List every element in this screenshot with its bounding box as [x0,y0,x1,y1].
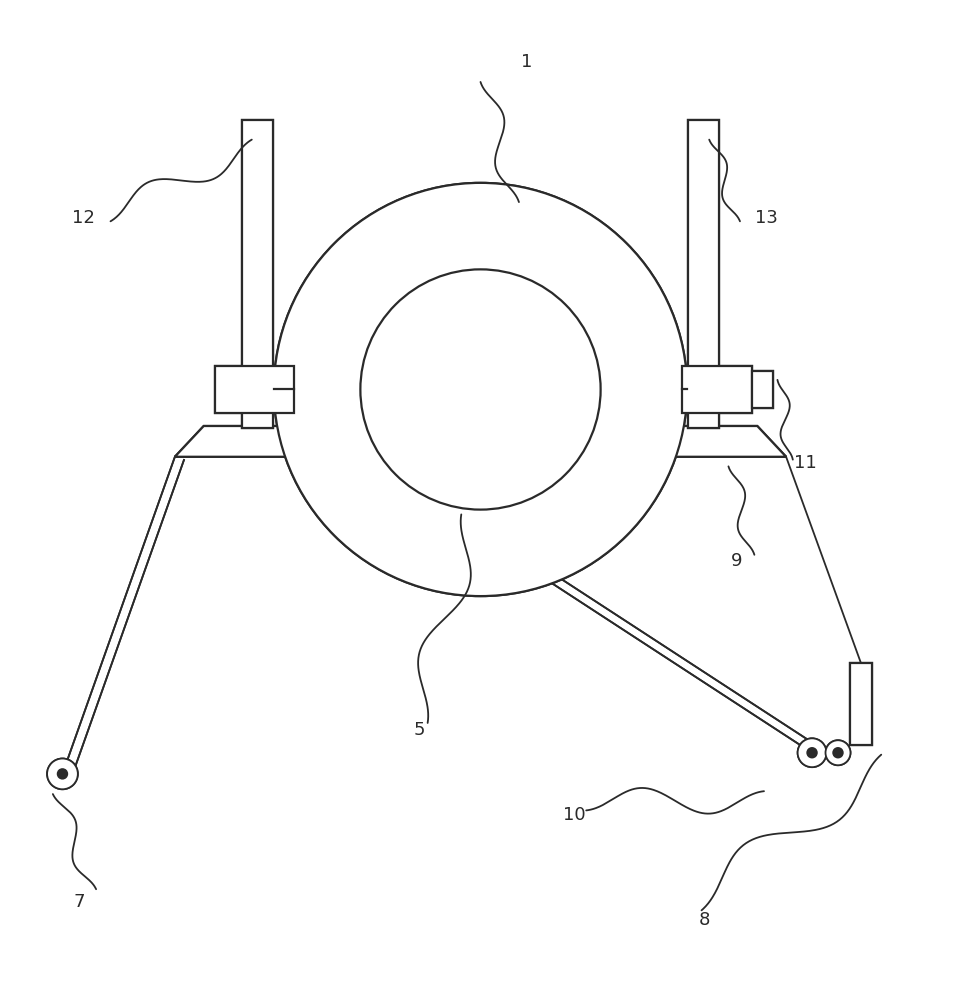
Circle shape [58,769,67,779]
Text: 13: 13 [755,209,778,227]
Circle shape [807,748,817,758]
Circle shape [798,738,826,767]
Bar [688,120,719,428]
Bar [850,663,872,745]
Circle shape [825,740,850,765]
Polygon shape [175,426,786,457]
Bar [752,371,773,408]
Text: 5: 5 [413,721,425,739]
Circle shape [58,769,67,779]
Polygon shape [175,426,786,457]
Text: 9: 9 [731,552,743,570]
Circle shape [825,740,850,765]
Circle shape [274,183,687,596]
Circle shape [807,748,817,758]
Text: 1: 1 [521,53,532,71]
Circle shape [833,748,843,758]
Polygon shape [62,457,184,777]
Bar [688,120,719,428]
Text: 10: 10 [563,806,586,824]
Circle shape [47,759,78,789]
Text: 8: 8 [699,911,710,929]
Circle shape [798,738,826,767]
Circle shape [274,183,687,596]
Bar [215,366,294,413]
Bar [682,366,752,413]
Text: 7: 7 [73,893,85,911]
Text: 12: 12 [72,209,95,227]
Circle shape [360,269,601,510]
Bar [752,371,773,408]
Bar [850,663,872,745]
Polygon shape [365,454,817,753]
Circle shape [47,759,78,789]
Bar [242,120,273,428]
Bar [682,366,752,413]
Bar [242,120,273,428]
Text: 11: 11 [794,454,817,472]
Circle shape [360,269,601,510]
Bar [215,366,294,413]
Circle shape [833,748,843,758]
